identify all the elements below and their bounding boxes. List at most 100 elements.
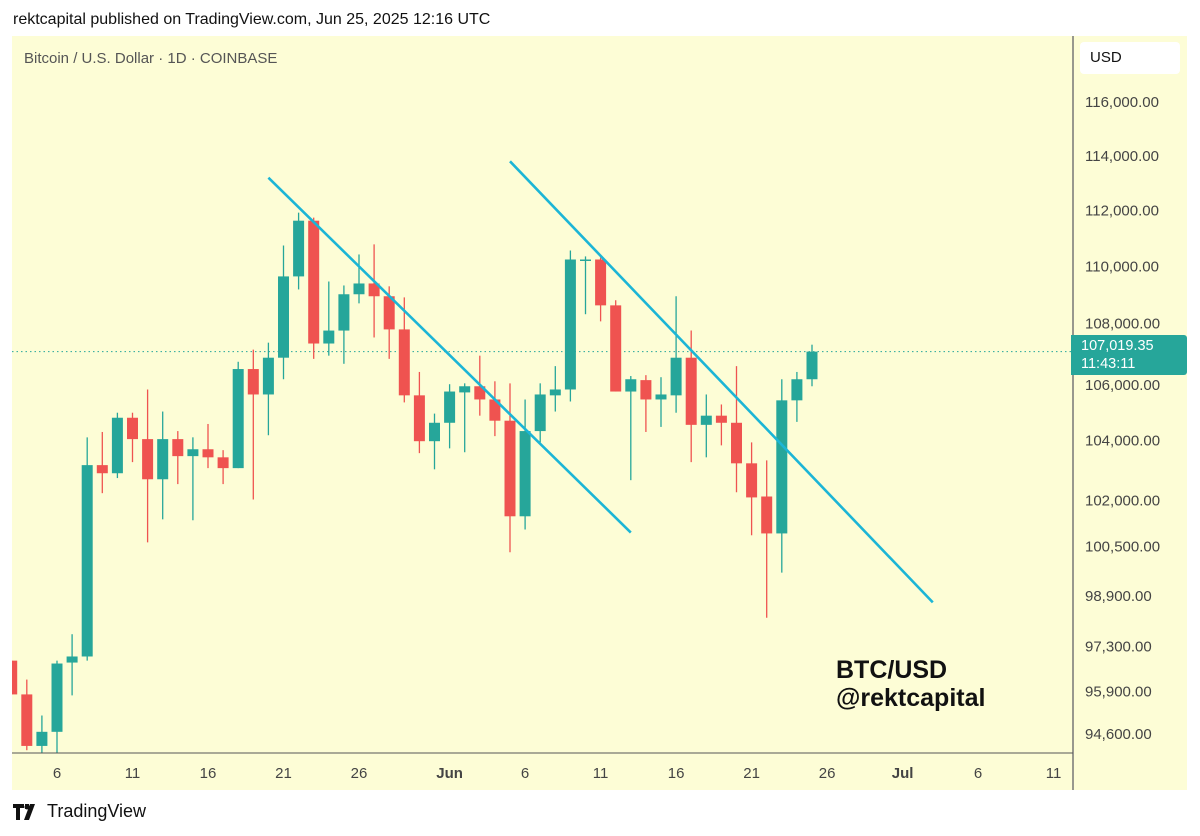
candle-body: [81, 465, 93, 657]
watermark-line2: @rektcapital: [836, 684, 986, 712]
candle-body: [36, 731, 48, 746]
candle: [293, 212, 305, 290]
candle: [595, 257, 607, 322]
watermark: BTC/USD @rektcapital: [836, 656, 985, 712]
time-tick-label: 16: [668, 765, 685, 782]
candle-body: [655, 394, 667, 400]
candle-body: [353, 283, 365, 295]
price-tick-label: 110,000.00: [1085, 259, 1159, 276]
candle-body: [489, 399, 501, 421]
candle-body: [640, 380, 652, 400]
candle-body: [293, 220, 305, 277]
time-tick-label: 11: [1046, 765, 1062, 782]
price-tick-label: 94,600.00: [1085, 726, 1152, 743]
candle: [429, 413, 440, 470]
symbol-legend[interactable]: Bitcoin / U.S. Dollar · 1D · COINBASE: [24, 50, 278, 67]
candle: [715, 404, 727, 446]
candle-body: [519, 431, 531, 517]
candle-body: [761, 496, 773, 534]
price-tick-label: 98,900.00: [1085, 588, 1152, 605]
candle: [806, 344, 818, 387]
candle-body: [12, 660, 18, 695]
candle: [489, 381, 501, 437]
chart-pane[interactable]: 116,000.00 114,000.00 112,000.00 110,000.00…: [12, 36, 1187, 790]
candle: [142, 389, 154, 543]
time-tick-label: 16: [200, 765, 217, 782]
candle: [247, 349, 259, 500]
footer-brand-label: TradingView: [47, 801, 147, 821]
candle: [187, 437, 199, 521]
candle-body: [111, 417, 123, 474]
candle: [413, 371, 425, 454]
candle: [66, 634, 78, 696]
candle-body: [262, 357, 274, 395]
time-tick-label: 21: [275, 765, 292, 782]
candle: [157, 411, 169, 520]
candle-body: [776, 400, 788, 534]
candle: [791, 371, 803, 422]
candle-body: [700, 415, 712, 425]
candle-body: [232, 369, 244, 469]
price-tick-label: 100,500.00: [1085, 538, 1160, 555]
time-tick-label: Jun: [436, 765, 463, 782]
candle: [323, 281, 335, 356]
price-tick-label: 104,000.00: [1085, 432, 1160, 449]
candle: [217, 450, 229, 485]
candle: [111, 412, 123, 479]
candle-body: [791, 379, 803, 401]
candle: [278, 245, 289, 380]
candle-body: [202, 449, 214, 458]
candle-body: [278, 276, 289, 358]
candle-body: [670, 357, 682, 396]
last-price-label: 107,019.35 11:43:11: [1071, 335, 1187, 375]
candle: [459, 383, 471, 453]
price-tick-label: 106,000.00: [1085, 377, 1160, 394]
candle: [519, 399, 531, 530]
candle-body: [610, 305, 622, 392]
candle-body: [715, 415, 727, 423]
candle: [610, 300, 622, 392]
candle: [368, 244, 380, 338]
last-price-value: 107,019.35: [1081, 338, 1154, 354]
candle: [96, 431, 108, 494]
candle-body: [549, 389, 561, 396]
price-tick-label: 95,900.00: [1085, 684, 1152, 701]
candle: [172, 431, 184, 485]
candle: [564, 250, 576, 402]
candle: [746, 442, 758, 536]
time-tick-label: 11: [593, 765, 609, 782]
candle-body: [504, 420, 516, 517]
candle: [670, 296, 682, 413]
candle: [580, 256, 591, 315]
candle-body: [96, 465, 108, 474]
candle: [549, 366, 561, 412]
candle-body: [625, 379, 637, 392]
candle-body: [308, 220, 320, 344]
footer-brand[interactable]: TradingView: [13, 801, 146, 822]
candle-body: [383, 296, 395, 330]
time-tick-label: 11: [125, 765, 141, 782]
time-tick-label: 26: [351, 765, 368, 782]
candle: [262, 342, 274, 436]
candle-body: [564, 259, 576, 390]
candle-body: [731, 422, 742, 464]
candle: [383, 286, 395, 359]
candle: [21, 679, 33, 751]
candle: [36, 715, 48, 753]
candle: [51, 660, 63, 753]
candle: [353, 254, 365, 304]
price-tick-label: 116,000.00: [1085, 94, 1159, 111]
trendline: [509, 160, 934, 604]
candle-body: [474, 386, 486, 400]
currency-button[interactable]: USD: [1080, 42, 1180, 74]
time-tick-label: 6: [53, 765, 61, 782]
candle: [81, 437, 93, 661]
time-tick-label: Jul: [892, 765, 914, 782]
candle: [685, 330, 697, 463]
candle: [640, 375, 652, 432]
candle-body: [444, 391, 456, 423]
time-tick-label: 6: [521, 765, 529, 782]
candle: [398, 297, 410, 403]
candle-body: [247, 369, 259, 395]
candlestick-chart[interactable]: 116,000.00 114,000.00 112,000.00 110,000.00…: [12, 36, 1187, 790]
